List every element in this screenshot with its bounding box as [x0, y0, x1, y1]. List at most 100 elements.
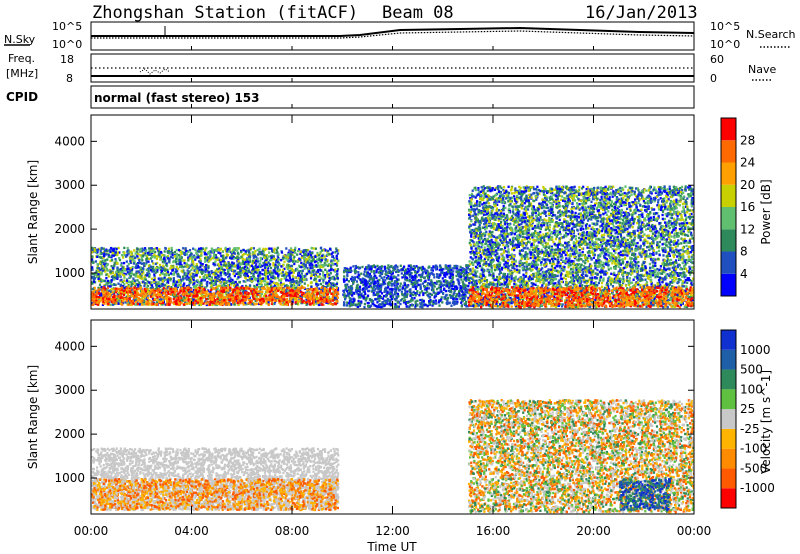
power-cell: [292, 271, 295, 274]
power-cell: [187, 256, 190, 259]
power-cell: [199, 261, 202, 265]
power-cell: [316, 275, 320, 278]
power-cell: [199, 254, 203, 257]
power-cell: [123, 251, 126, 254]
power-cell: [218, 264, 221, 268]
power-cell: [251, 251, 254, 254]
power-cell: [396, 286, 399, 289]
power-cell: [266, 257, 269, 260]
power-cell: [246, 285, 249, 289]
noise-strip: N.Sky 10^5 10^0 10^5 10^0 N.Search: [4, 20, 796, 51]
power-cell: [186, 302, 189, 306]
power-cell: [200, 252, 203, 255]
power-cell: [260, 287, 264, 290]
power-cell: [99, 249, 102, 253]
power-cell: [93, 286, 96, 290]
power-cell: [305, 301, 308, 304]
power-cell: [260, 278, 263, 281]
power-cell: [217, 270, 220, 274]
power-cell: [159, 266, 163, 269]
power-cell: [129, 261, 133, 264]
power-cell: [318, 275, 321, 278]
power-cell: [187, 277, 190, 280]
power-cell: [249, 255, 252, 258]
power-cell: [300, 299, 303, 302]
power-cell: [125, 273, 128, 276]
power-cell: [203, 279, 206, 282]
power-cell: [263, 297, 267, 300]
power-cell: [207, 265, 210, 268]
power-cell: [303, 282, 306, 285]
power-cell: [102, 262, 105, 265]
power-cell: [273, 247, 276, 250]
power-cell: [302, 291, 305, 295]
power-cell: [111, 252, 114, 255]
power-cell: [105, 276, 108, 280]
power-cell: [169, 267, 172, 270]
power-cell: [342, 270, 346, 274]
power-cell: [274, 263, 277, 266]
power-cell: [196, 252, 199, 256]
power-cell: [260, 280, 263, 283]
power-cell: [131, 266, 134, 269]
power-cell: [206, 297, 209, 301]
power-cell: [260, 282, 263, 285]
power-cell: [117, 282, 120, 285]
power-cell: [272, 285, 275, 288]
power-cell: [112, 247, 115, 251]
power-cell: [131, 268, 134, 271]
power-cell: [97, 273, 100, 276]
power-cell: [267, 267, 270, 270]
power-cell: [460, 301, 463, 304]
power-cell: [97, 286, 100, 290]
power-cell: [100, 273, 103, 276]
power-cell: [179, 284, 182, 287]
power-cell: [289, 255, 292, 259]
power-cell: [154, 250, 157, 254]
power-cell: [282, 292, 285, 295]
power-cell: [164, 274, 168, 277]
power-cell: [192, 247, 195, 250]
power-cell: [225, 250, 229, 253]
power-cell: [323, 277, 326, 280]
power-cell: [175, 300, 178, 303]
power-cell: [188, 257, 191, 260]
power-cell: [172, 282, 175, 286]
power-cell: [209, 293, 212, 297]
power-cell: [356, 303, 359, 306]
power-cell: [252, 269, 255, 272]
power-cell: [243, 272, 246, 275]
power-cell: [144, 278, 147, 281]
power-cell: [200, 283, 203, 287]
power-cell: [260, 297, 263, 301]
power-cell: [216, 268, 219, 271]
power-cell: [217, 284, 220, 287]
power-cell: [396, 278, 399, 281]
power-cell: [269, 266, 273, 270]
power-cell: [268, 298, 272, 301]
power-cell: [219, 268, 222, 272]
power-cell: [187, 278, 190, 281]
power-cell: [299, 265, 302, 268]
power-cell: [366, 301, 369, 305]
power-cell: [181, 270, 185, 274]
power-cell: [159, 300, 163, 304]
power-cell: [107, 302, 110, 305]
power-cell: [305, 298, 308, 301]
power-cell: [280, 251, 284, 254]
power-cell: [245, 265, 248, 268]
power-cell: [130, 270, 133, 273]
power-cell: [133, 259, 136, 263]
power-cell: [134, 274, 137, 277]
power-cell: [228, 289, 231, 292]
power-cell: [303, 249, 306, 252]
power-cell: [221, 254, 224, 257]
power-cell: [121, 269, 124, 272]
power-cell: [380, 272, 383, 276]
power-cell: [276, 250, 279, 254]
power-cell: [258, 274, 261, 277]
power-cell: [172, 280, 175, 283]
power-cell: [275, 293, 278, 297]
power-cell: [414, 274, 417, 277]
power-cell: [297, 274, 300, 277]
